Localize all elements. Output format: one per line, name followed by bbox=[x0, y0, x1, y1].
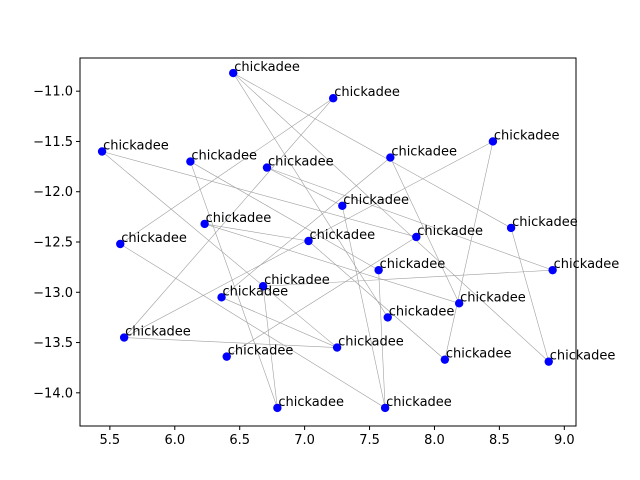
data-point bbox=[119, 333, 129, 342]
connector-line bbox=[444, 141, 494, 360]
connector-line bbox=[341, 205, 386, 408]
data-point bbox=[380, 403, 390, 413]
point-label: chickadee bbox=[550, 349, 616, 364]
data-point bbox=[262, 163, 272, 172]
y-tick-label: −12.0 bbox=[33, 185, 73, 200]
data-point bbox=[454, 299, 464, 308]
point-label: chickadee bbox=[121, 231, 187, 246]
point-label: chickadee bbox=[206, 211, 272, 226]
data-point bbox=[488, 137, 498, 146]
point-label: chickadee bbox=[554, 257, 620, 272]
data-point bbox=[273, 403, 282, 413]
connector-line bbox=[101, 151, 338, 348]
x-tick-label: 7.5 bbox=[359, 433, 380, 448]
connector-line bbox=[378, 270, 386, 408]
point-label: chickadee bbox=[460, 290, 526, 305]
point-label: chickadee bbox=[278, 395, 344, 410]
point-label: chickadee bbox=[234, 60, 300, 75]
point-label: chickadee bbox=[223, 284, 289, 299]
x-tick-label: 6.5 bbox=[229, 433, 250, 448]
point-label: chickadee bbox=[494, 128, 560, 143]
data-point bbox=[383, 313, 392, 322]
data-point bbox=[332, 343, 342, 352]
point-label: chickadee bbox=[343, 193, 409, 208]
data-point bbox=[374, 265, 383, 275]
y-tick-label: −11.5 bbox=[33, 135, 73, 150]
data-point bbox=[506, 223, 516, 233]
connector-lines bbox=[101, 72, 553, 409]
data-point bbox=[544, 357, 553, 366]
connector-line bbox=[190, 161, 379, 271]
y-tick-label: −13.5 bbox=[33, 336, 73, 351]
data-point bbox=[304, 236, 313, 246]
data-point bbox=[200, 219, 209, 229]
connector-line bbox=[232, 72, 388, 318]
point-label: chickadee bbox=[191, 149, 257, 164]
point-label: chickadee bbox=[334, 85, 400, 100]
connector-line bbox=[266, 167, 553, 271]
connector-line bbox=[124, 337, 338, 348]
point-labels: chickadee chickadee chickadee chickadee chic… bbox=[103, 60, 619, 410]
x-tick-label: 8.5 bbox=[489, 433, 510, 448]
y-tick-label: −14.0 bbox=[33, 386, 73, 401]
connector-line bbox=[101, 151, 417, 238]
data-point bbox=[338, 201, 347, 211]
connector-line bbox=[510, 227, 550, 362]
connector-line bbox=[226, 236, 417, 357]
connector-line bbox=[262, 286, 278, 408]
x-tick-label: 6.0 bbox=[164, 433, 185, 448]
point-label: chickadee bbox=[268, 155, 334, 170]
y-tick-label: −11.0 bbox=[33, 85, 73, 100]
data-point bbox=[97, 147, 107, 156]
connector-line bbox=[221, 157, 391, 298]
point-label: chickadee bbox=[389, 304, 455, 319]
connector-line bbox=[308, 240, 446, 360]
connector-line bbox=[233, 72, 512, 229]
data-point bbox=[116, 239, 125, 249]
connector-line bbox=[221, 297, 338, 348]
connector-line bbox=[120, 243, 386, 409]
y-tick-label: −12.5 bbox=[33, 236, 73, 251]
connector-line bbox=[123, 98, 334, 338]
point-label: chickadee bbox=[446, 347, 512, 362]
x-tick-label: 8.0 bbox=[424, 433, 445, 448]
point-label: chickadee bbox=[125, 325, 191, 340]
point-label: chickadee bbox=[386, 395, 452, 410]
connector-line bbox=[204, 223, 309, 242]
point-label: chickadee bbox=[391, 145, 457, 160]
data-points bbox=[97, 68, 557, 413]
data-point bbox=[328, 94, 338, 103]
data-point bbox=[258, 282, 268, 291]
data-point bbox=[222, 352, 231, 361]
point-label: chickadee bbox=[228, 344, 294, 359]
point-label: chickadee bbox=[512, 215, 578, 230]
data-point bbox=[229, 68, 238, 78]
x-tick-label: 9.0 bbox=[554, 433, 575, 448]
x-tick-label: 7.0 bbox=[294, 433, 315, 448]
data-point bbox=[412, 232, 421, 242]
data-point bbox=[186, 157, 195, 166]
data-point bbox=[386, 153, 395, 162]
connector-line bbox=[204, 223, 460, 304]
connector-line bbox=[120, 97, 334, 245]
x-tick-label: 5.5 bbox=[100, 433, 121, 448]
point-label: chickadee bbox=[338, 335, 404, 350]
data-point bbox=[217, 293, 226, 302]
y-axis: −11.0 −11.5 −12.0 −12.5 −13.0 −13.5 −14.0 bbox=[33, 85, 80, 401]
connector-line bbox=[190, 161, 278, 409]
data-point bbox=[440, 355, 450, 364]
connector-line bbox=[390, 157, 460, 304]
point-label: chickadee bbox=[264, 273, 330, 288]
point-label: chickadee bbox=[310, 228, 376, 243]
y-tick-label: −13.0 bbox=[33, 286, 73, 301]
point-label: chickadee bbox=[417, 224, 483, 239]
connector-line bbox=[263, 269, 553, 287]
data-point bbox=[548, 265, 557, 275]
connector-line bbox=[266, 167, 343, 207]
point-label: chickadee bbox=[103, 139, 169, 154]
connector-line bbox=[233, 72, 549, 362]
point-label: chickadee bbox=[380, 257, 446, 272]
x-axis: 5.5 6.0 6.5 7.0 7.5 8.0 8.5 9.0 bbox=[100, 426, 575, 448]
